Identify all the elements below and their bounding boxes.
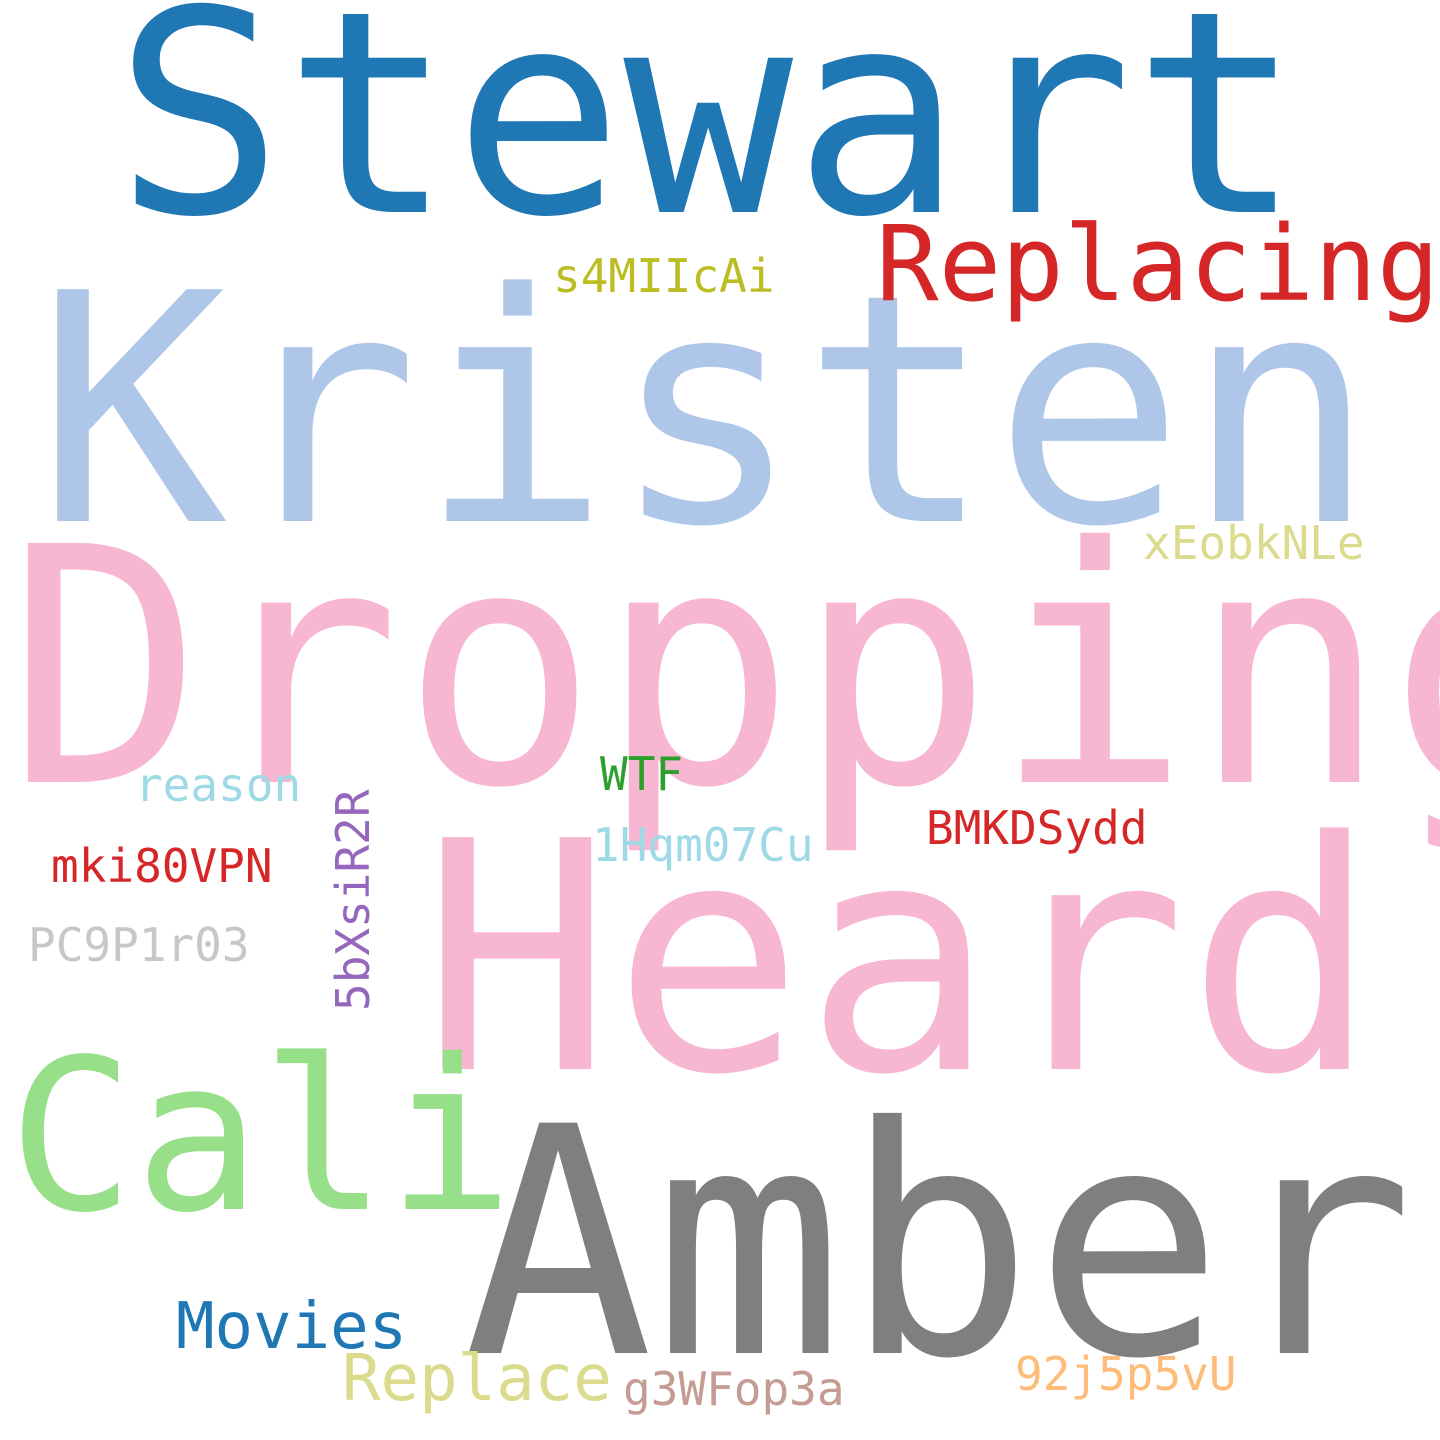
word-g3wfop3a: g3WFop3a	[623, 1362, 845, 1416]
word-xeobknle: xEobkNLe	[1143, 516, 1365, 570]
word-amber: Amber	[463, 1060, 1415, 1428]
word-s4miicai: s4MIIcAi	[553, 249, 775, 303]
word-1hqm07cu: 1Hqm07Cu	[592, 818, 814, 872]
word-replacing: Replacing	[876, 203, 1440, 325]
word-movies: Movies	[176, 1290, 408, 1364]
word-pc9p1r03: PC9P1r03	[28, 918, 250, 972]
word-stewart: Stewart	[114, 0, 1303, 279]
word-92j5p5vu: 92j5p5vU	[1015, 1347, 1237, 1401]
word-replace: Replace	[342, 1342, 612, 1416]
word-wtf: WTF	[600, 747, 684, 801]
word-5bxsir2r: 5bXsiR2R	[326, 789, 380, 1011]
word-mki80vpn: mki80VPN	[51, 839, 273, 893]
word-cali: Cali	[8, 1014, 514, 1259]
word-dropping: Dropping	[6, 479, 1440, 860]
word-heard: Heard	[421, 774, 1379, 1144]
word-bmkdsydd: BMKDSydd	[926, 801, 1148, 855]
word-kristen: Kristen	[36, 226, 1377, 596]
word-reason: reason	[135, 758, 302, 812]
